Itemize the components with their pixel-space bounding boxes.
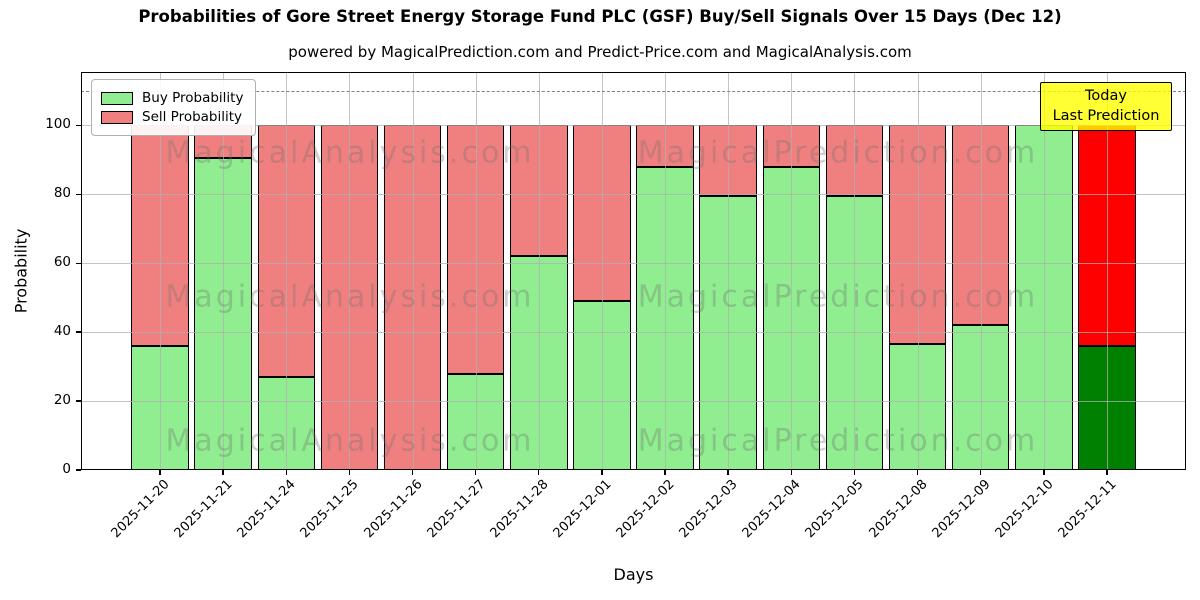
x-tick-mark	[159, 470, 161, 475]
x-tick-mark	[285, 470, 287, 475]
gridline-v	[160, 72, 161, 470]
gridline-v	[854, 72, 856, 470]
x-tick-mark	[474, 470, 477, 475]
gridline-h	[81, 332, 1186, 334]
x-tick-mark	[853, 470, 856, 475]
y-tick-mark	[76, 331, 81, 333]
grid-layer	[81, 72, 1186, 470]
legend-buy-swatch-icon	[101, 91, 133, 105]
gridline-h	[81, 125, 1186, 127]
x-tick-mark	[664, 470, 666, 475]
gridline-h	[81, 194, 1186, 196]
y-tick-label: 20	[53, 392, 71, 409]
x-tick-mark	[348, 470, 351, 475]
page-title: Probabilities of Gore Street Energy Stor…	[138, 7, 1062, 26]
x-tick-mark	[980, 470, 982, 475]
x-axis-title: Days	[613, 565, 654, 584]
x-tick-mark	[601, 470, 603, 475]
gridline-v	[223, 72, 225, 470]
x-tick-mark	[790, 470, 793, 475]
today-annotation-line2: Last Prediction	[1052, 108, 1160, 125]
legend: Buy Probability Sell Probability	[91, 79, 257, 136]
gridline-v	[917, 72, 919, 470]
legend-item-sell: Sell Probability	[101, 109, 243, 125]
y-tick-label: 60	[53, 254, 71, 271]
gridline-v	[538, 72, 540, 470]
chart-plot-area: MagicalAnalysis.com MagicalPrediction.com…	[12, 72, 1186, 584]
y-tick-mark	[76, 193, 81, 196]
legend-sell-label: Sell Probability	[142, 109, 243, 125]
gridline-v	[665, 72, 667, 470]
legend-buy-label: Buy Probability	[142, 90, 244, 106]
y-tick-label: 0	[62, 461, 71, 477]
x-tick-mark	[538, 470, 540, 475]
x-tick-mark	[1043, 470, 1045, 475]
legend-item-buy: Buy Probability	[101, 90, 243, 106]
gridline-v	[601, 72, 603, 470]
y-tick-mark	[76, 124, 81, 127]
gridline-h	[81, 263, 1186, 265]
page-subtitle: powered by MagicalPrediction.com and Pre…	[288, 43, 912, 61]
gridline-h	[81, 401, 1186, 403]
y-tick-label: 40	[53, 323, 71, 340]
gridline-v	[412, 72, 414, 470]
y-tick-label: 80	[53, 185, 71, 202]
gridline-v	[349, 72, 351, 470]
gridline-v	[1043, 72, 1045, 470]
gridline-v	[791, 72, 793, 470]
gridline-v	[980, 72, 982, 470]
x-tick-mark	[222, 470, 224, 475]
x-tick-mark	[411, 470, 414, 475]
gridline-v	[475, 72, 477, 470]
today-annotation: Today Last Prediction	[1040, 82, 1172, 131]
gridline-v	[286, 72, 288, 470]
x-tick-mark	[727, 470, 729, 475]
y-tick-mark	[76, 469, 81, 471]
gridline-v	[1106, 72, 1108, 470]
y-tick-mark	[76, 262, 81, 264]
y-axis-title: Probability	[11, 228, 31, 314]
threshold-dashed-line	[81, 90, 1186, 92]
gridline-v	[728, 72, 730, 470]
y-tick-mark	[76, 400, 81, 402]
y-tick-label: 100	[45, 116, 71, 133]
ticks-layer: 2025-11-20 2025-11-21 2025-11-24 2025-11-25…	[45, 72, 1186, 541]
x-tick-mark	[1106, 470, 1108, 475]
legend-sell-swatch-icon	[101, 110, 133, 124]
x-tick-mark	[916, 470, 919, 475]
today-annotation-line1: Today	[1085, 88, 1127, 104]
